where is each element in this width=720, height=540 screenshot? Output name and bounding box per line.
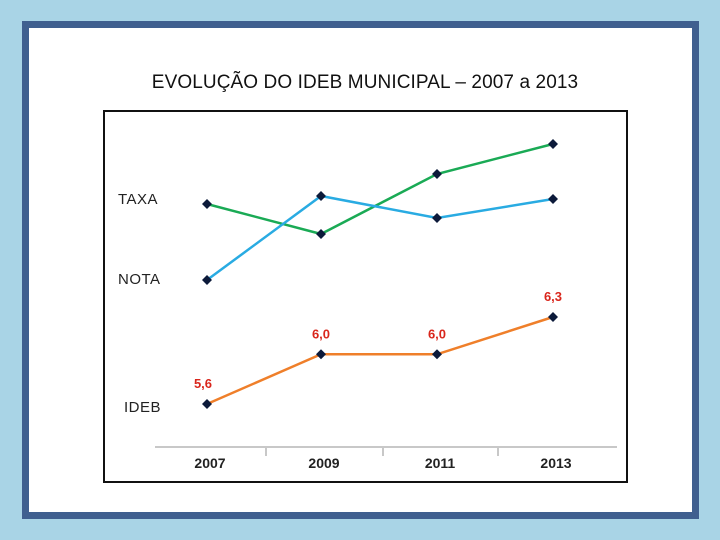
data-point-taxa <box>202 199 212 209</box>
series-name-label: NOTA <box>118 271 161 288</box>
series-name-label: TAXA <box>118 191 158 208</box>
chart-area <box>103 110 628 483</box>
data-point-nota <box>432 213 442 223</box>
series-line-nota <box>206 194 554 282</box>
chart-title: EVOLUÇÃO DO IDEB MUNICIPAL – 2007 a 2013 <box>151 72 579 93</box>
data-point-ideb <box>316 349 326 360</box>
series-name-label: IDEB <box>124 399 161 416</box>
data-point-taxa <box>548 139 558 149</box>
series-line-ideb <box>206 315 554 406</box>
data-point-ideb <box>548 312 558 322</box>
data-point-ideb <box>202 399 212 409</box>
data-point-nota <box>202 275 212 285</box>
x-tick-label: 2007 <box>194 455 225 471</box>
data-point-nota <box>316 191 326 201</box>
series-line-taxa <box>206 142 554 236</box>
data-label: 6,0 <box>428 326 446 341</box>
x-tick-label: 2009 <box>308 455 339 471</box>
x-tick-label: 2011 <box>425 455 456 471</box>
data-point-taxa <box>432 169 442 179</box>
data-label: 6,3 <box>544 289 562 304</box>
x-tick-label: 2013 <box>540 455 571 471</box>
data-point-nota <box>548 194 558 204</box>
data-label: 5,6 <box>194 376 212 391</box>
data-point-taxa <box>316 229 326 239</box>
data-label: 6,0 <box>312 326 330 341</box>
data-point-ideb <box>432 349 442 360</box>
